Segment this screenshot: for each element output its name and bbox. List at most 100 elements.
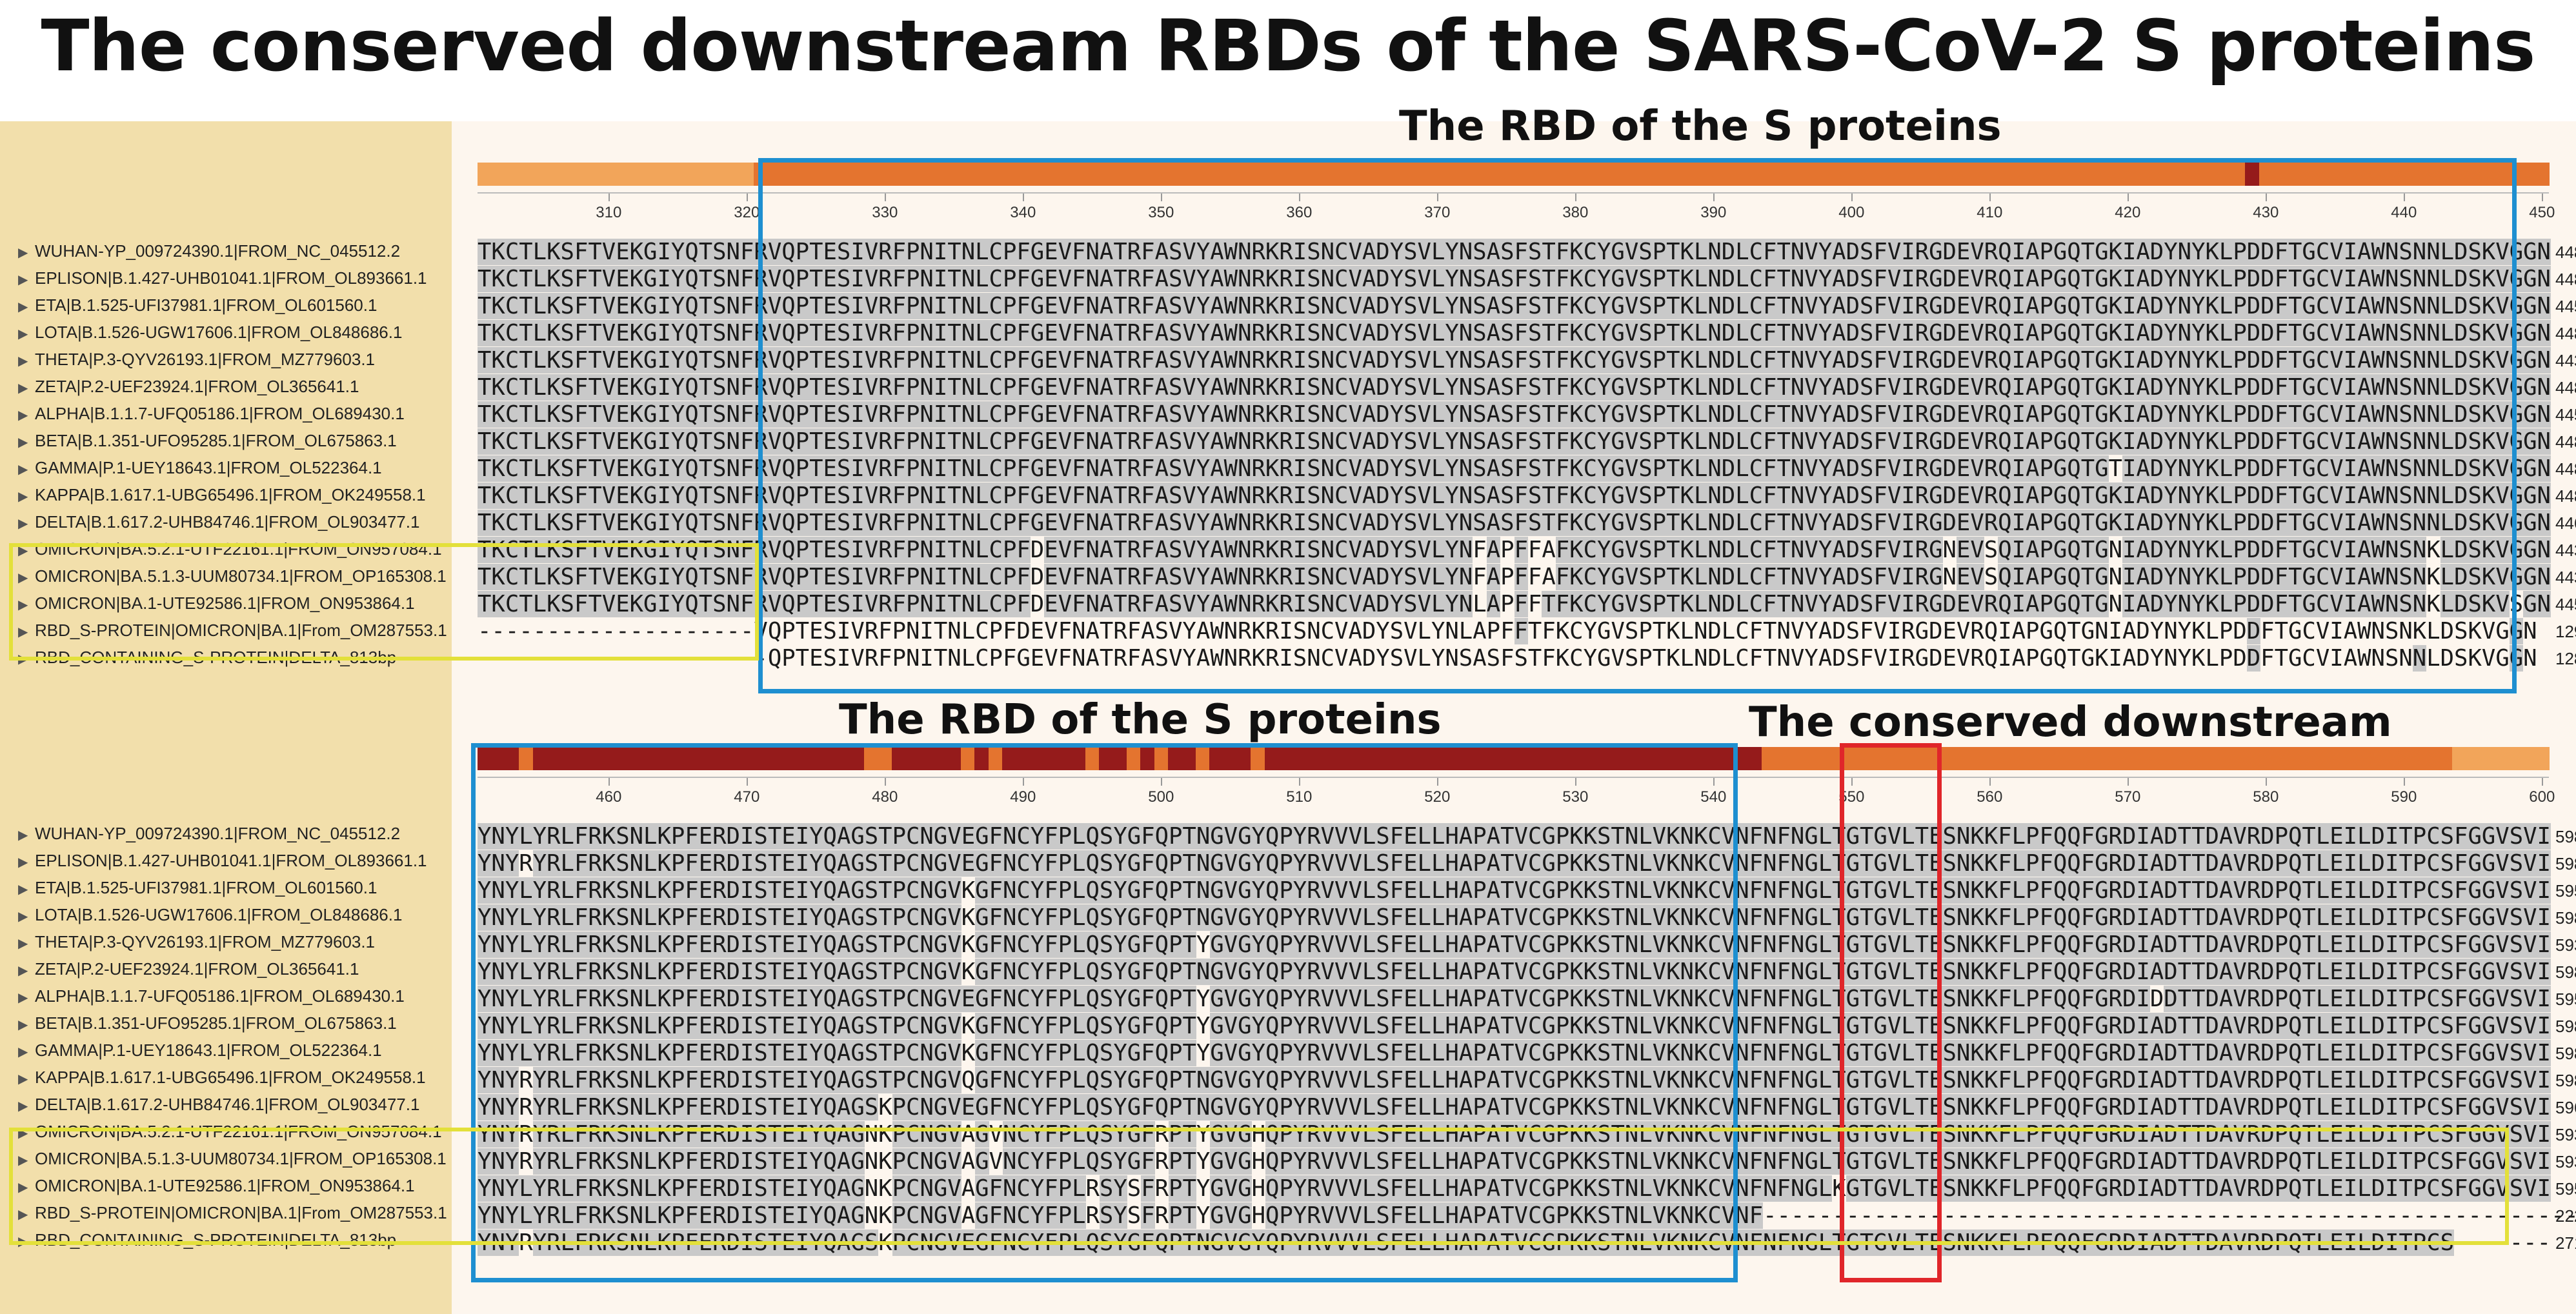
- sequence-name[interactable]: ▶ ALPHA|B.1.1.7-UFQ05186.1|FROM_OL689430.…: [18, 982, 405, 1010]
- sequence-name[interactable]: ▶ OMICRON|BA.1-UTE92586.1|FROM_ON953864.1: [18, 590, 415, 617]
- expand-arrow-icon[interactable]: ▶: [18, 517, 28, 531]
- ruler-tick: [2128, 778, 2129, 786]
- expand-arrow-icon[interactable]: ▶: [18, 300, 28, 314]
- conservation-segment: [947, 747, 961, 770]
- expand-arrow-icon[interactable]: ▶: [18, 1045, 28, 1059]
- sequence-name[interactable]: ▶ THETA|P.3-QYV26193.1|FROM_MZ779603.1: [18, 346, 375, 373]
- conservation-segment: [2314, 163, 2329, 186]
- conservation-segment: [1762, 747, 1776, 770]
- sequence-name[interactable]: ▶ OMICRON|BA.1-UTE92586.1|FROM_ON953864.1: [18, 1172, 415, 1199]
- ruler-tick: [1989, 194, 1991, 201]
- sequence-name-label: ALPHA|B.1.1.7-UFQ05186.1|FROM_OL689430.1: [35, 986, 405, 1006]
- sequence-name[interactable]: ▶ RBD_CONTAINING_S-PROTEIN|DELTA_813bp: [18, 1226, 396, 1253]
- sequence-name[interactable]: ▶ ETA|B.1.525-UFI37981.1|FROM_OL601560.1: [18, 874, 377, 901]
- expand-arrow-icon[interactable]: ▶: [18, 855, 28, 870]
- sequence-name[interactable]: ▶ ETA|B.1.525-UFI37981.1|FROM_OL601560.1: [18, 292, 377, 319]
- sequence-name[interactable]: ▶ OMICRON|BA.5.1.3-UUM80734.1|FROM_OP1653…: [18, 562, 447, 590]
- expand-arrow-icon[interactable]: ▶: [18, 1180, 28, 1195]
- expand-arrow-icon[interactable]: ▶: [18, 463, 28, 477]
- expand-arrow-icon[interactable]: ▶: [18, 828, 28, 842]
- sequence-name[interactable]: ▶ EPLISON|B.1.427-UHB01041.1|FROM_OL89366…: [18, 847, 427, 874]
- sequence-name[interactable]: ▶ WUHAN-YP_009724390.1|FROM_NC_045512.2: [18, 820, 400, 847]
- sequence-name[interactable]: ▶ OMICRON|BA.5.2.1-UTF22161.1|FROM_ON9570…: [18, 535, 442, 562]
- conservation-segment: [2424, 747, 2439, 770]
- expand-arrow-icon[interactable]: ▶: [18, 246, 28, 260]
- conservation-segment: [547, 747, 561, 770]
- conservation-segment: [519, 163, 534, 186]
- conservation-segment: [836, 163, 851, 186]
- sequence-row: YNYLYRLFRKSNLKPFERDISTEIYQAGSTPCNGVKGFNC…: [478, 1013, 2551, 1039]
- sequence-name[interactable]: ▶ KAPPA|B.1.617.1-UBG65496.1|FROM_OK24955…: [18, 1064, 426, 1091]
- conservation-segment: [1555, 163, 1569, 186]
- conservation-segment: [1665, 747, 1680, 770]
- ruler-tick-label: 530: [1562, 788, 1589, 806]
- sequence-name[interactable]: ▶ ZETA|P.2-UEF23924.1|FROM_OL365641.1: [18, 373, 359, 400]
- sequence-end-position: 595: [2555, 881, 2576, 901]
- expand-arrow-icon[interactable]: ▶: [18, 1099, 28, 1113]
- sequence-name[interactable]: ▶ BETA|B.1.351-UFO95285.1|FROM_OL675863.1: [18, 427, 397, 454]
- sequence-name[interactable]: ▶ GAMMA|P.1-UEY18643.1|FROM_OL522364.1: [18, 1037, 382, 1064]
- sequence-name[interactable]: ▶ RBD_CONTAINING_S-PROTEIN|DELTA_813bp: [18, 644, 396, 671]
- expand-arrow-icon[interactable]: ▶: [18, 964, 28, 978]
- sequence-name-label: OMICRON|BA.1-UTE92586.1|FROM_ON953864.1: [35, 1176, 415, 1195]
- expand-arrow-icon[interactable]: ▶: [18, 435, 28, 450]
- expand-arrow-icon[interactable]: ▶: [18, 1208, 28, 1222]
- conservation-segment: [1747, 163, 1762, 186]
- sequence-name[interactable]: ▶ OMICRON|BA.5.1.3-UUM80734.1|FROM_OP1653…: [18, 1145, 447, 1172]
- sequence-name[interactable]: ▶ ALPHA|B.1.1.7-UFQ05186.1|FROM_OL689430.…: [18, 400, 405, 427]
- expand-arrow-icon[interactable]: ▶: [18, 381, 28, 395]
- sequence-name[interactable]: ▶ RBD_S-PROTEIN|OMICRON|BA.1|From_OM28755…: [18, 617, 447, 644]
- ruler-tick: [2404, 194, 2406, 201]
- expand-arrow-icon[interactable]: ▶: [18, 273, 28, 287]
- expand-arrow-icon[interactable]: ▶: [18, 1235, 28, 1249]
- conservation-segment: [1320, 163, 1334, 186]
- sequence-name[interactable]: ▶ THETA|P.3-QYV26193.1|FROM_MZ779603.1: [18, 928, 375, 955]
- expand-arrow-icon[interactable]: ▶: [18, 408, 28, 423]
- sequence-name[interactable]: ▶ DELTA|B.1.617.2-UHB84746.1|FROM_OL90347…: [18, 1091, 419, 1118]
- sequence-name[interactable]: ▶ BETA|B.1.351-UFO95285.1|FROM_OL675863.1: [18, 1010, 397, 1037]
- conservation-segment: [698, 163, 713, 186]
- expand-arrow-icon[interactable]: ▶: [18, 1072, 28, 1086]
- sequence-name[interactable]: ▶ LOTA|B.1.526-UGW17606.1|FROM_OL848686.1: [18, 319, 402, 346]
- sequence-name[interactable]: ▶ ZETA|P.2-UEF23924.1|FROM_OL365641.1: [18, 955, 359, 982]
- sequence-name[interactable]: ▶ OMICRON|BA.5.2.1-UTF22161.1|FROM_ON9570…: [18, 1118, 442, 1145]
- conservation-segment: [1775, 747, 1790, 770]
- sequence-row: TKCTLKSFTVEKGIYQTSNFRVQPTESIVRFPNITNLCPF…: [478, 320, 2551, 346]
- expand-arrow-icon[interactable]: ▶: [18, 882, 28, 897]
- expand-arrow-icon[interactable]: ▶: [18, 625, 28, 639]
- ruler-tick-label: 340: [1010, 204, 1036, 221]
- sequence-name[interactable]: ▶ WUHAN-YP_009724390.1|FROM_NC_045512.2: [18, 237, 400, 264]
- conservation-segment: [1872, 747, 1887, 770]
- expand-arrow-icon[interactable]: ▶: [18, 1018, 28, 1032]
- sequence-row: TKCTLKSFTVEKGIYQTSNFRVQPTESIVRFPNITNLCPF…: [478, 239, 2551, 265]
- sequence-row: ---------------------QPTESIVRFPNITNLCPFG…: [478, 645, 2537, 672]
- sequence-name[interactable]: ▶ RBD_S-PROTEIN|OMICRON|BA.1|From_OM28755…: [18, 1199, 447, 1226]
- expand-arrow-icon[interactable]: ▶: [18, 354, 28, 368]
- expand-arrow-icon[interactable]: ▶: [18, 1153, 28, 1168]
- conservation-segment: [2162, 747, 2177, 770]
- expand-arrow-icon[interactable]: ▶: [18, 937, 28, 951]
- conservation-segment: [2383, 163, 2398, 186]
- expand-arrow-icon[interactable]: ▶: [18, 598, 28, 612]
- sequence-name-label: ETA|B.1.525-UFI37981.1|FROM_OL601560.1: [35, 295, 377, 315]
- expand-arrow-icon[interactable]: ▶: [18, 1126, 28, 1140]
- conservation-segment: [2369, 163, 2384, 186]
- sequence-name[interactable]: ▶ KAPPA|B.1.617.1-UBG65496.1|FROM_OK24955…: [18, 481, 426, 508]
- ruler-tick-label: 440: [2391, 204, 2417, 221]
- sequence-name[interactable]: ▶ DELTA|B.1.617.2-UHB84746.1|FROM_OL90347…: [18, 508, 419, 535]
- expand-arrow-icon[interactable]: ▶: [18, 652, 28, 666]
- expand-arrow-icon[interactable]: ▶: [18, 327, 28, 341]
- ruler-tick-label: 540: [1700, 788, 1727, 806]
- ruler-tick: [609, 778, 610, 786]
- conservation-segment: [2411, 747, 2425, 770]
- expand-arrow-icon[interactable]: ▶: [18, 544, 28, 558]
- expand-arrow-icon[interactable]: ▶: [18, 490, 28, 504]
- sequence-name[interactable]: ▶ LOTA|B.1.526-UGW17606.1|FROM_OL848686.1: [18, 901, 402, 928]
- sequence-name[interactable]: ▶ EPLISON|B.1.427-UHB01041.1|FROM_OL89366…: [18, 264, 427, 292]
- sequence-name[interactable]: ▶ GAMMA|P.1-UEY18643.1|FROM_OL522364.1: [18, 454, 382, 481]
- expand-arrow-icon[interactable]: ▶: [18, 991, 28, 1005]
- sequence-row: YNYLYRLFRKSNLKPFERDISTEIYQAGSTPCNGVKGFNC…: [478, 877, 2551, 904]
- conserved-label: The conserved downstream: [1749, 699, 2392, 746]
- expand-arrow-icon[interactable]: ▶: [18, 910, 28, 924]
- expand-arrow-icon[interactable]: ▶: [18, 571, 28, 585]
